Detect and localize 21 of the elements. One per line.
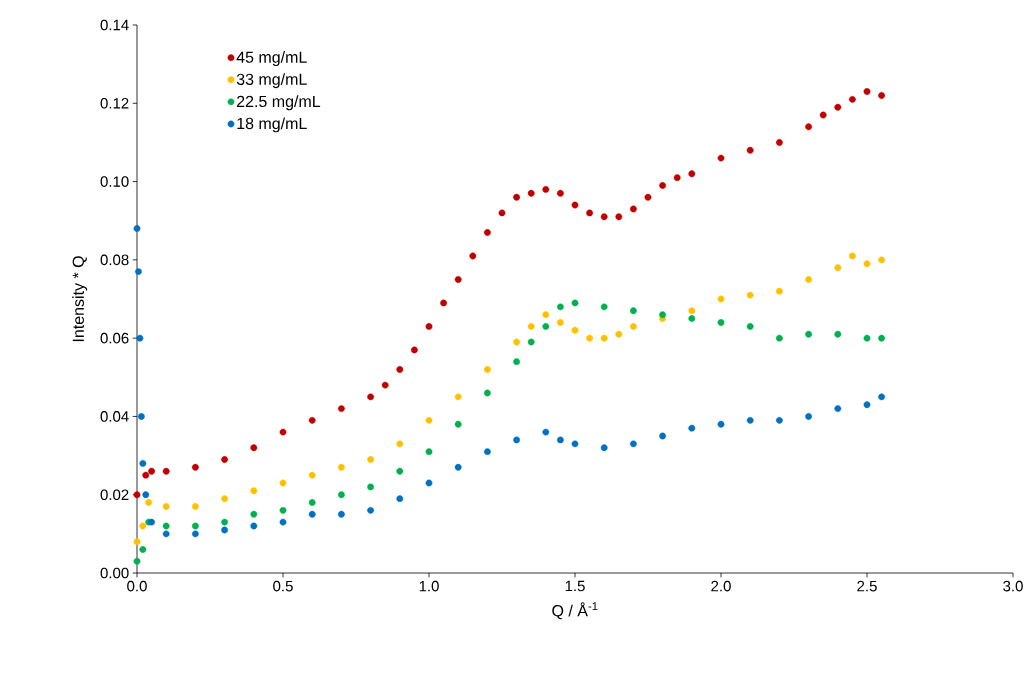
y-axis-title: Intensity * Q	[72, 256, 88, 342]
x-tick-label: 1.5	[565, 580, 585, 592]
x-tick-label: 0.0	[127, 580, 147, 592]
y-tick-label: 0.12	[100, 97, 129, 109]
x-tick-label: 1.0	[419, 580, 439, 592]
x-axis-title: Q / Å$^{-1}$	[552, 602, 598, 620]
x-tick-label: 0.5	[273, 580, 293, 592]
y-tick-label: 0.08	[100, 254, 129, 266]
x-tick-label: 2.5	[857, 580, 877, 592]
legend-label: 33 mg/mL	[236, 73, 307, 89]
y-tick-label: 0.14	[100, 19, 129, 31]
x-tick-label: 3.0	[1003, 580, 1023, 592]
legend-label: 22.5 mg/mL	[237, 95, 321, 111]
y-tick-label: 0.02	[100, 489, 129, 501]
legend-label: 45 mg/mL	[236, 51, 307, 67]
legend-label: 18 mg/mL	[237, 117, 307, 133]
y-tick-label: 0.10	[100, 176, 129, 187]
x-tick-label: 2.0	[711, 580, 731, 592]
y-tick-label: 0.00	[100, 567, 129, 579]
y-tick-label: 0.04	[100, 411, 129, 422]
y-tick-label: 0.06	[100, 332, 129, 344]
